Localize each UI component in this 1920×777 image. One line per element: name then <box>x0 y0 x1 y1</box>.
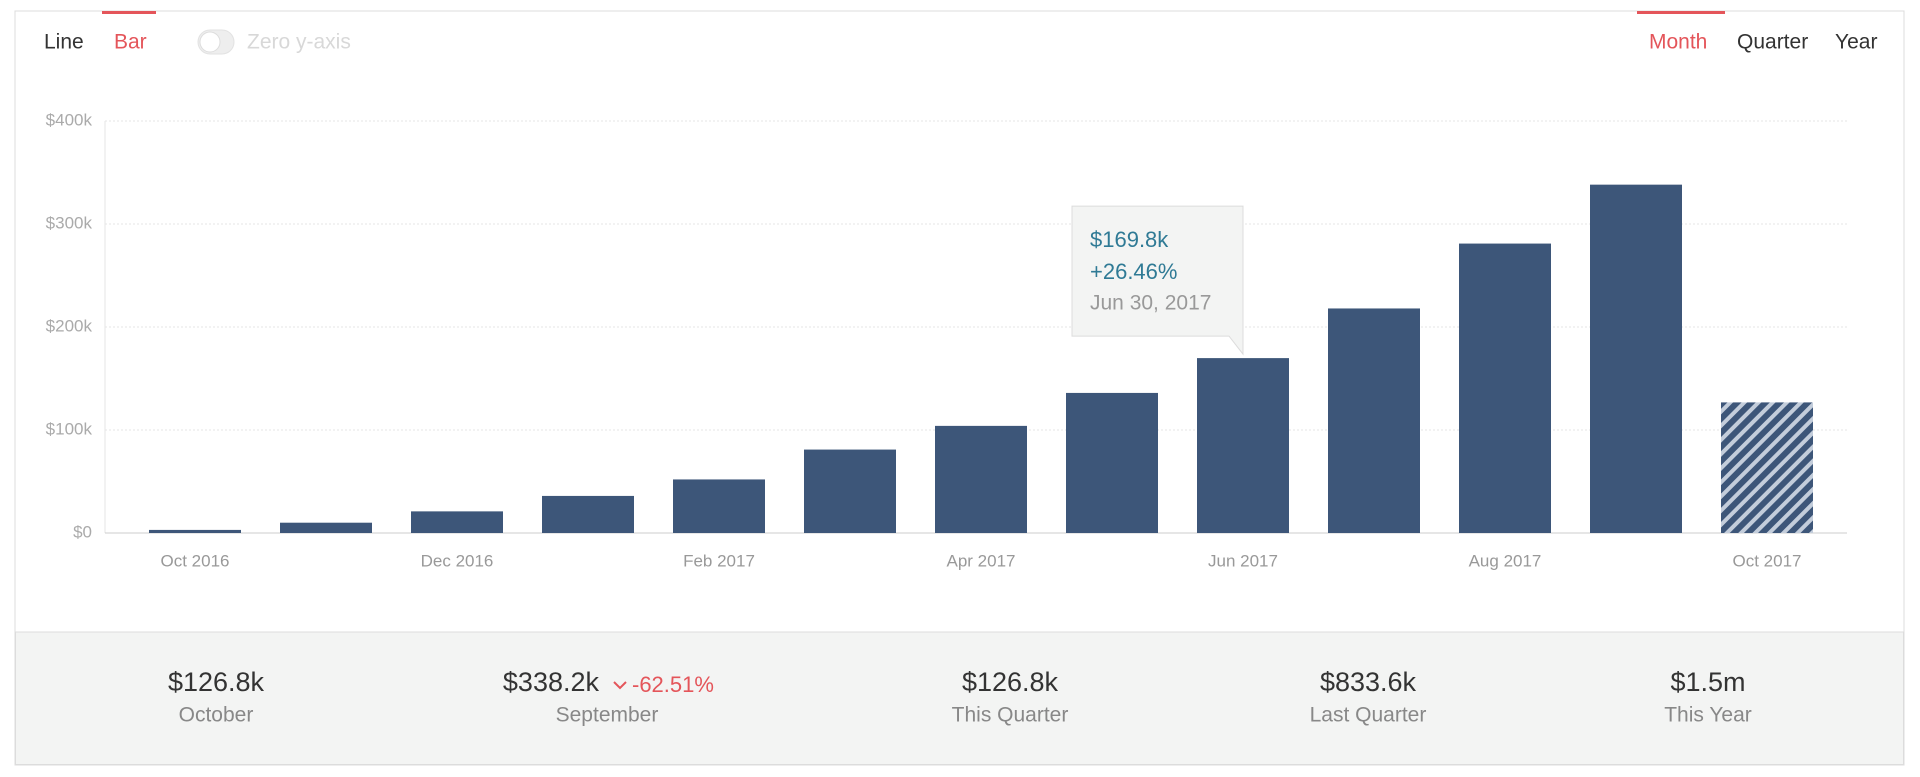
down-chevron <box>613 681 627 690</box>
x-tick-label: Feb 2017 <box>683 551 755 570</box>
active-period-indicator <box>1637 11 1725 14</box>
toggle-label: Zero y-axis <box>247 31 351 54</box>
tooltip-value: $169.8k <box>1090 227 1169 252</box>
bar[interactable] <box>673 479 765 533</box>
period-tab[interactable]: Year <box>1835 31 1877 54</box>
bar[interactable] <box>280 522 372 533</box>
y-tick-label: $0 <box>73 522 92 541</box>
stat-value: $126.8k <box>168 667 265 697</box>
chart-type-tab[interactable]: Line <box>44 31 84 54</box>
bar[interactable] <box>1590 184 1682 534</box>
x-tick-label: Oct 2017 <box>1733 551 1802 570</box>
stat-value: $126.8k <box>962 667 1059 697</box>
stat-value: $833.6k <box>1320 667 1417 697</box>
toggle-knob <box>199 31 221 53</box>
stats-footer <box>15 631 1904 765</box>
tooltip-date: Jun 30, 2017 <box>1090 292 1211 315</box>
stat-value: $338.2k <box>503 667 600 697</box>
y-tick-label: $200k <box>46 316 93 335</box>
y-tick-label: $400k <box>46 110 93 129</box>
active-tab-indicator <box>102 11 156 14</box>
stat-label: This Year <box>1664 704 1752 727</box>
tooltip-box <box>1071 205 1244 356</box>
y-tick-label: $100k <box>46 419 93 438</box>
chart-type-tab[interactable]: Bar <box>114 31 147 54</box>
period-tab[interactable]: Month <box>1649 31 1707 54</box>
bar[interactable] <box>804 449 896 533</box>
bar[interactable] <box>1066 392 1158 533</box>
stat-label: September <box>556 704 659 727</box>
stat-change: -62.51% <box>632 672 714 697</box>
bar[interactable] <box>1721 402 1813 533</box>
tooltip-change: +26.46% <box>1090 259 1177 284</box>
bar[interactable] <box>1197 358 1289 533</box>
bar[interactable] <box>1328 308 1420 533</box>
x-tick-label: Apr 2017 <box>947 551 1016 570</box>
bar[interactable] <box>1459 243 1551 533</box>
bar[interactable] <box>149 529 241 533</box>
bar[interactable] <box>411 511 503 533</box>
stat-label: This Quarter <box>952 704 1069 727</box>
x-tick-label: Aug 2017 <box>1469 551 1542 570</box>
x-tick-label: Dec 2016 <box>421 551 494 570</box>
stat-value: $1.5m <box>1670 667 1745 697</box>
stat-label: Last Quarter <box>1310 704 1427 727</box>
bar[interactable] <box>935 425 1027 533</box>
x-tick-label: Oct 2016 <box>161 551 230 570</box>
period-tab[interactable]: Quarter <box>1737 31 1808 54</box>
y-tick-label: $300k <box>46 213 93 232</box>
bar[interactable] <box>542 495 634 533</box>
x-tick-label: Jun 2017 <box>1208 551 1278 570</box>
stat-label: October <box>179 704 254 727</box>
